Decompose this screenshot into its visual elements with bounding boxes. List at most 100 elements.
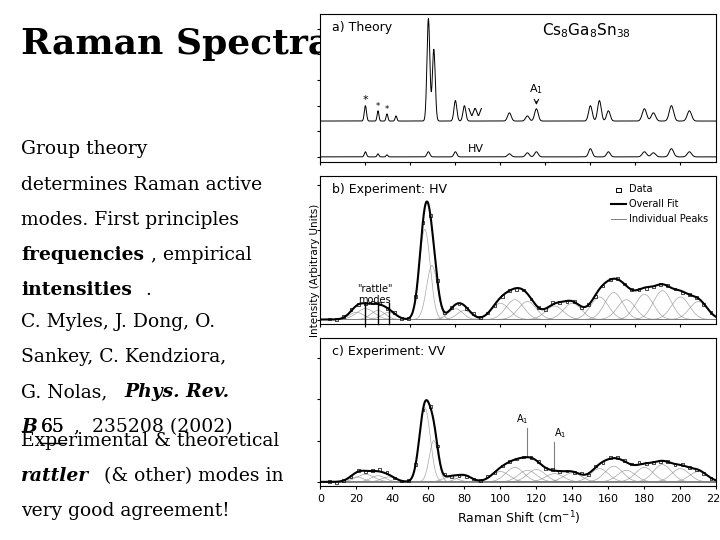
Point <box>374 300 386 308</box>
Text: 65: 65 <box>41 418 65 436</box>
Text: Intensity (Arbitrary Units): Intensity (Arbitrary Units) <box>310 204 320 336</box>
Point <box>532 457 544 465</box>
Point <box>454 300 465 308</box>
Point <box>359 467 372 476</box>
Text: rattler: rattler <box>21 467 89 485</box>
Text: *: * <box>363 94 368 105</box>
Point <box>683 290 695 299</box>
Point <box>518 286 529 294</box>
Point <box>474 313 486 322</box>
Point <box>424 402 436 411</box>
Point <box>403 476 415 485</box>
Point <box>640 284 652 293</box>
Point <box>669 285 680 293</box>
Point <box>561 298 572 306</box>
Text: C. Myles, J. Dong, O.: C. Myles, J. Dong, O. <box>21 313 215 331</box>
Text: .: . <box>145 281 151 299</box>
Text: 65: 65 <box>41 418 65 436</box>
Text: determines Raman active: determines Raman active <box>21 176 262 193</box>
Text: Experimental & theoretical: Experimental & theoretical <box>21 432 279 450</box>
Point <box>388 474 400 482</box>
Point <box>698 300 709 309</box>
Point <box>647 282 659 291</box>
Point <box>590 292 602 301</box>
Point <box>690 293 702 302</box>
Text: ,  235208 (2002): , 235208 (2002) <box>74 418 233 436</box>
Point <box>353 467 364 475</box>
Point <box>590 462 602 470</box>
Point <box>396 314 408 322</box>
Point <box>597 282 608 291</box>
Text: A$_1$: A$_1$ <box>554 426 566 440</box>
Point <box>330 478 343 487</box>
Point <box>604 453 616 462</box>
X-axis label: Raman Shift (cm$^{-1}$): Raman Shift (cm$^{-1}$) <box>456 509 580 527</box>
Point <box>338 313 350 321</box>
Text: Raman Spectra: Raman Spectra <box>21 27 331 61</box>
Text: "rattle"
modes: "rattle" modes <box>356 284 392 305</box>
Point <box>640 460 652 468</box>
Point <box>489 301 500 310</box>
Text: a) Theory: a) Theory <box>332 21 392 34</box>
Point <box>417 406 428 414</box>
Text: A$_1$: A$_1$ <box>516 413 528 426</box>
Point <box>366 298 379 307</box>
Text: *: * <box>385 105 389 114</box>
Point <box>438 309 451 318</box>
Point <box>338 476 350 485</box>
Point <box>669 461 680 469</box>
Text: b) Experiment: HV: b) Experiment: HV <box>332 183 447 196</box>
Point <box>366 467 379 475</box>
Point <box>388 308 400 317</box>
Point <box>438 470 451 478</box>
Point <box>611 453 623 462</box>
Point <box>676 288 688 297</box>
Point <box>417 218 428 227</box>
Point <box>654 280 666 289</box>
Point <box>374 465 386 474</box>
Point <box>496 292 508 301</box>
Text: Sankey, C. Kendziora,: Sankey, C. Kendziora, <box>21 348 226 366</box>
Point <box>474 476 486 485</box>
Point <box>705 474 716 483</box>
Point <box>654 457 666 465</box>
Point <box>546 465 558 474</box>
Point <box>698 469 709 478</box>
Point <box>618 280 631 288</box>
Point <box>482 309 494 318</box>
Point <box>454 471 465 480</box>
Point <box>554 467 566 476</box>
Point <box>662 457 673 465</box>
Point <box>446 472 458 481</box>
Point <box>604 275 616 284</box>
Text: intensities: intensities <box>21 281 132 299</box>
Point <box>396 477 408 485</box>
Point <box>489 468 500 477</box>
Point <box>482 471 494 480</box>
Point <box>626 286 638 294</box>
Point <box>546 299 558 307</box>
Point <box>582 471 594 480</box>
Point <box>539 305 551 314</box>
Text: very good agreement!: very good agreement! <box>21 502 230 520</box>
Point <box>510 455 522 463</box>
Legend: Data, Overall Fit, Individual Peaks: Data, Overall Fit, Individual Peaks <box>607 180 711 228</box>
Point <box>597 458 608 467</box>
Point <box>503 457 515 465</box>
Point <box>575 303 587 312</box>
Point <box>525 453 536 462</box>
Text: G. Nolas,: G. Nolas, <box>21 383 114 401</box>
Point <box>569 468 580 477</box>
Point <box>410 292 422 301</box>
Text: VV: VV <box>468 108 483 118</box>
Point <box>690 465 702 474</box>
Point <box>461 304 472 313</box>
Point <box>683 463 695 472</box>
Point <box>424 211 436 220</box>
Point <box>503 286 515 295</box>
Text: c65: c65 <box>41 418 75 436</box>
Point <box>496 462 508 470</box>
Text: HV: HV <box>468 144 484 154</box>
Text: Cs$_8$Ga$_8$Sn$_{38}$: Cs$_8$Ga$_8$Sn$_{38}$ <box>542 22 631 40</box>
Point <box>525 295 536 303</box>
